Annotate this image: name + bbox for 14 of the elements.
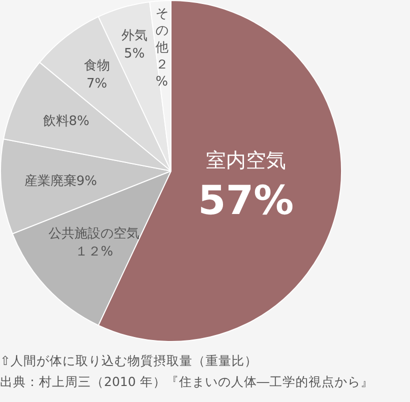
data-label: 57% <box>198 178 294 224</box>
source-note: 出典：村上周三（2010 年）『住まいの人体―工学的視点から』 <box>0 373 374 391</box>
slice-label: その他 <box>155 6 168 56</box>
data-label: 5% <box>124 46 145 62</box>
data-label: 7% <box>86 76 108 92</box>
data-label: １２% <box>74 244 114 260</box>
slice-label: 公共施設の空気 <box>48 226 140 242</box>
slice-label: 外気 <box>121 28 148 44</box>
text: ⇧人間が体に取り込む物質摂取量（重量比） <box>0 352 258 370</box>
slice-label: 飲料8% <box>42 114 90 130</box>
slice-label: 室内空気 <box>206 148 286 172</box>
slice-label: 産業廃棄9% <box>24 172 97 189</box>
slice-label: 食物 <box>84 58 110 74</box>
data-label: ２% <box>155 57 168 90</box>
